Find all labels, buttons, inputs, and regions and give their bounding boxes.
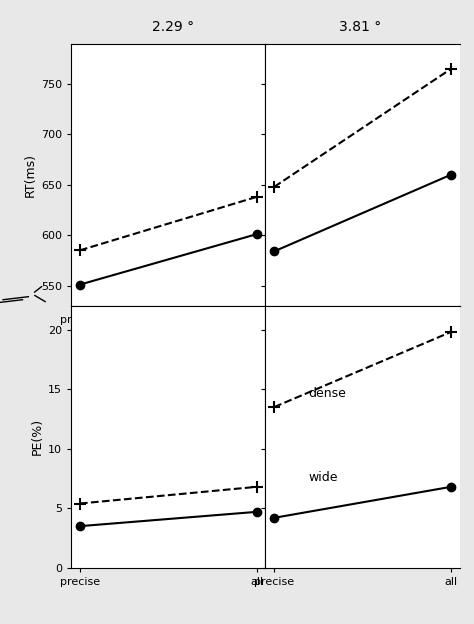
Text: dense: dense — [308, 388, 346, 401]
Text: wide: wide — [308, 471, 337, 484]
Text: 2.29 °: 2.29 ° — [152, 21, 194, 34]
Y-axis label: PE(%): PE(%) — [31, 418, 44, 456]
Y-axis label: RT(ms): RT(ms) — [24, 153, 37, 197]
Text: 3.81 °: 3.81 ° — [339, 21, 382, 34]
